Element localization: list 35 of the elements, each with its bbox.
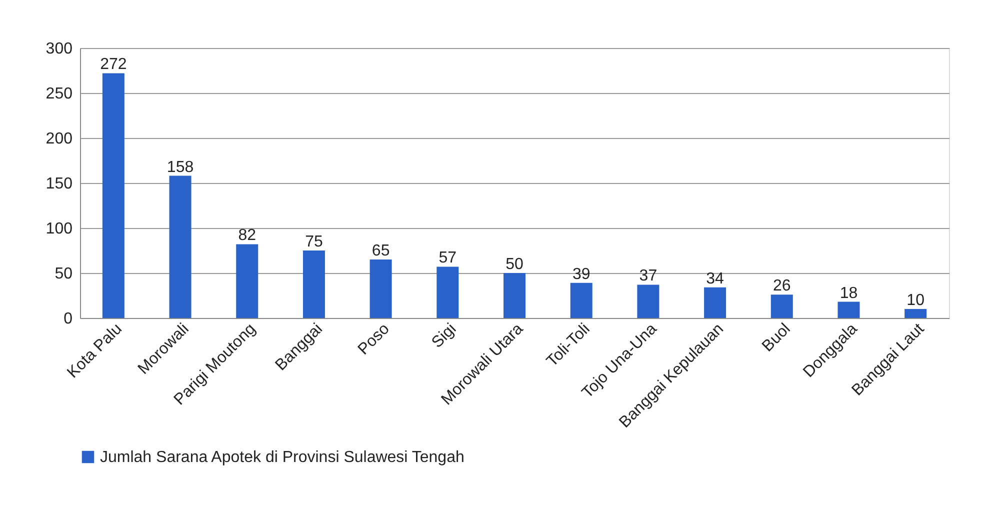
data-label: 39 bbox=[572, 266, 590, 283]
y-tick-label: 100 bbox=[46, 220, 73, 238]
bar bbox=[370, 260, 392, 318]
bar bbox=[236, 244, 258, 318]
data-label: 10 bbox=[906, 292, 925, 309]
bar bbox=[436, 266, 459, 318]
bar bbox=[838, 302, 860, 318]
y-tick-label: 150 bbox=[46, 176, 73, 192]
bar bbox=[102, 73, 124, 318]
data-label: 50 bbox=[506, 256, 524, 273]
data-label: 82 bbox=[238, 227, 256, 244]
data-label: 75 bbox=[305, 234, 323, 250]
data-label: 26 bbox=[772, 278, 791, 295]
bar bbox=[302, 250, 325, 318]
bar bbox=[570, 282, 592, 318]
y-tick-label: 200 bbox=[46, 130, 73, 148]
bar bbox=[904, 309, 927, 318]
y-tick-label: 50 bbox=[54, 266, 73, 282]
y-tick-label: 250 bbox=[46, 86, 73, 102]
x-tick-label: Sigi bbox=[428, 320, 460, 352]
data-label: 158 bbox=[166, 158, 194, 176]
bar bbox=[704, 287, 726, 318]
bar bbox=[770, 294, 793, 318]
bar bbox=[504, 273, 526, 318]
data-label: 272 bbox=[100, 56, 127, 74]
bar bbox=[169, 176, 192, 318]
data-label: 57 bbox=[438, 250, 457, 267]
bar bbox=[637, 284, 660, 318]
data-label: 34 bbox=[706, 270, 724, 288]
data-label: 65 bbox=[372, 242, 390, 260]
y-tick-label: 0 bbox=[64, 310, 73, 328]
data-label: 18 bbox=[840, 284, 858, 302]
data-label: 37 bbox=[639, 268, 658, 285]
legend-label: Jumlah Sarana Apotek di Provinsi Sulawesi Tengah bbox=[100, 449, 464, 466]
y-tick-label: 300 bbox=[46, 40, 73, 58]
